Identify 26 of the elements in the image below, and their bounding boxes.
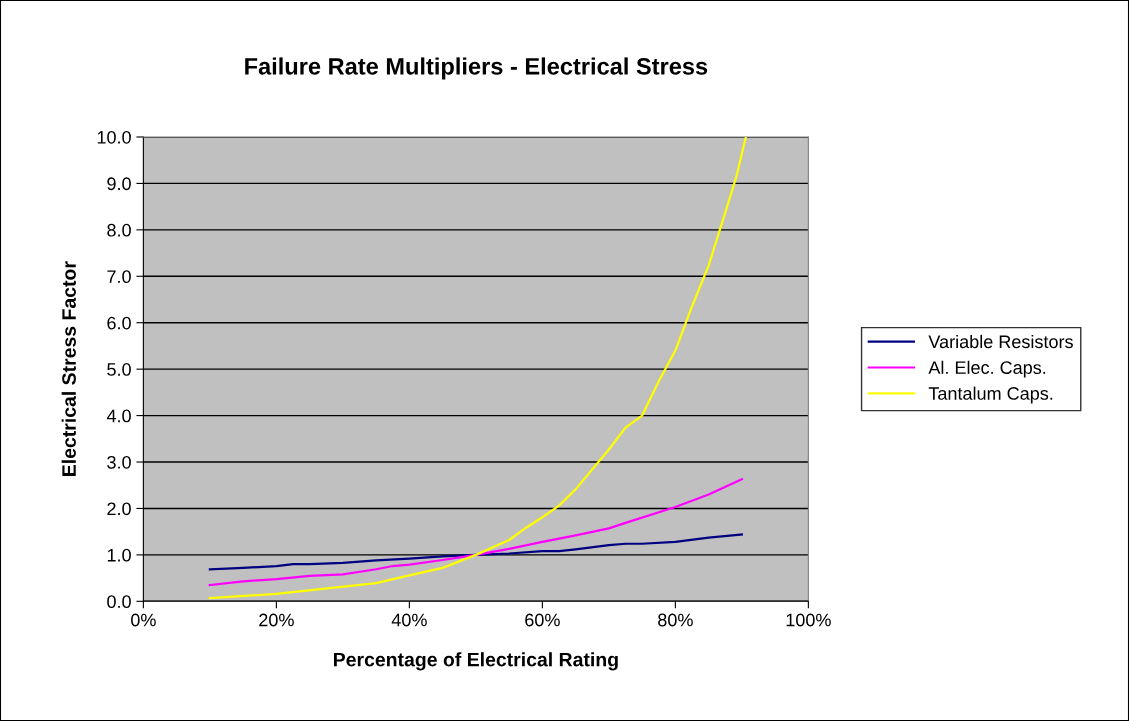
y-tick-label: 2.0 xyxy=(107,502,131,516)
y-axis-title: Electrical Stress Factor xyxy=(61,261,76,476)
line-series xyxy=(208,478,743,587)
y-tick-label: 5.0 xyxy=(107,363,131,376)
y-tick-label: 10.0 xyxy=(97,130,131,144)
x-tick-label: 20% xyxy=(259,613,294,627)
y-tick-label: 9.0 xyxy=(107,177,131,191)
x-tick-label: 80% xyxy=(658,613,693,627)
line-series xyxy=(208,136,747,600)
x-tick-label: 100% xyxy=(786,613,831,627)
legend-label: Tantalum Caps. xyxy=(928,386,1053,404)
y-tick-label: 8.0 xyxy=(107,223,131,237)
chart-title: Failure Rate Multipliers - Electrical Stress xyxy=(245,57,708,80)
line-series xyxy=(208,533,743,571)
x-tick-label: 0% xyxy=(131,613,156,627)
y-tick-label: 6.0 xyxy=(107,316,131,330)
y-tick-label: 7.0 xyxy=(107,270,131,284)
y-tick-label: 4.0 xyxy=(106,409,131,423)
x-tick-label: 60% xyxy=(525,613,560,627)
legend-label: Al. Elec. Caps. xyxy=(928,360,1046,378)
legend-label: Variable Resistors xyxy=(928,334,1073,349)
y-tick-label: 3.0 xyxy=(107,455,131,469)
x-tick-label: 40% xyxy=(391,613,427,627)
x-axis-title: Percentage of Electrical Rating xyxy=(334,652,618,671)
y-tick-label: 1.0 xyxy=(107,548,131,562)
y-tick-label: 0.0 xyxy=(107,595,131,609)
